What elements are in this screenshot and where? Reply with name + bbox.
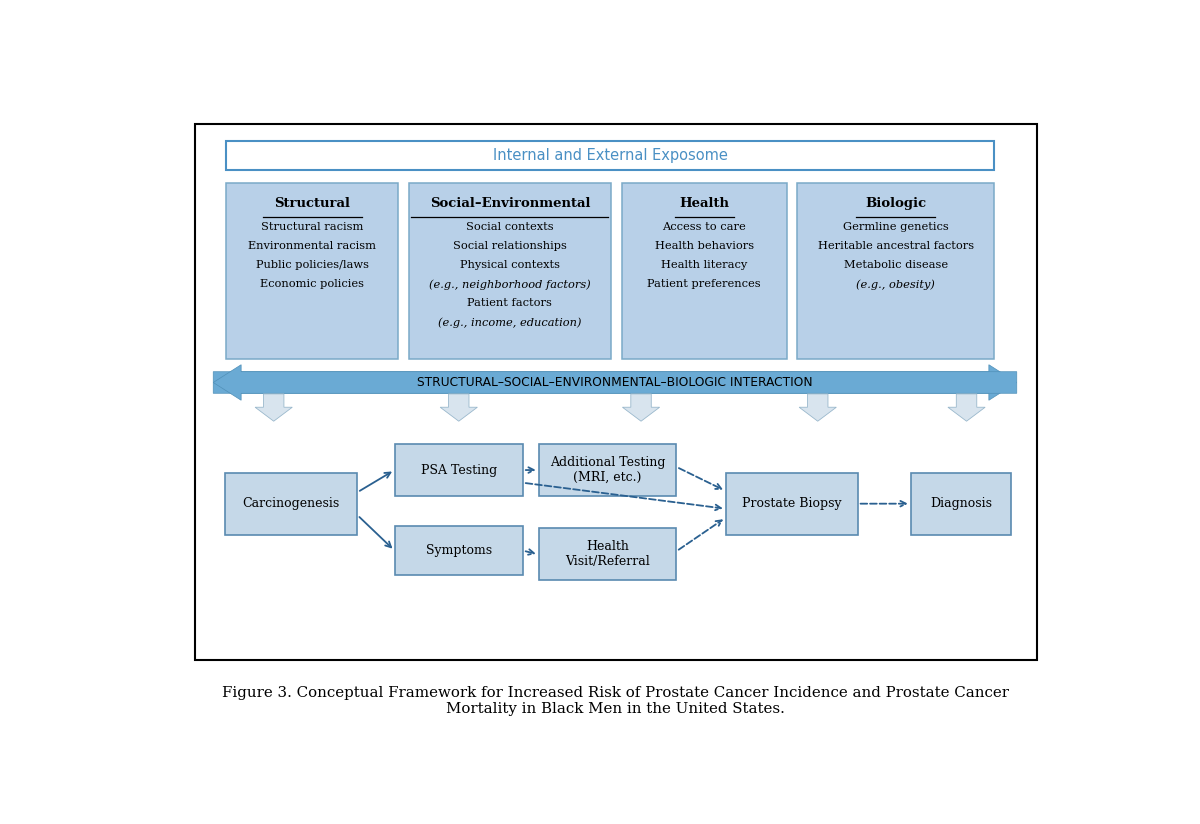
Bar (726, 473, 858, 535)
Text: Public policies/laws: Public policies/laws (256, 260, 368, 270)
Text: Patient preferences: Patient preferences (648, 279, 761, 289)
Text: Health literacy: Health literacy (661, 260, 748, 270)
Text: Metabolic disease: Metabolic disease (844, 260, 948, 270)
FancyArrow shape (214, 365, 1016, 400)
Bar (539, 528, 677, 580)
Bar (194, 124, 1037, 660)
Bar (408, 183, 611, 359)
Text: (e.g., neighborhood factors): (e.g., neighborhood factors) (430, 279, 590, 289)
Text: Economic policies: Economic policies (260, 279, 365, 289)
Text: Access to care: Access to care (662, 222, 746, 232)
Text: Structural: Structural (275, 197, 350, 209)
Text: Symptoms: Symptoms (426, 544, 492, 557)
Text: Physical contexts: Physical contexts (460, 260, 560, 270)
Text: Biologic: Biologic (865, 197, 926, 209)
Text: Prostate Biopsy: Prostate Biopsy (742, 497, 841, 510)
Text: STRUCTURAL–SOCIAL–ENVIRONMENTAL–BIOLOGIC INTERACTION: STRUCTURAL–SOCIAL–ENVIRONMENTAL–BIOLOGIC… (418, 376, 812, 389)
Text: Health behaviors: Health behaviors (655, 241, 754, 251)
Text: Structural racism: Structural racism (262, 222, 364, 232)
Bar (911, 473, 1012, 535)
FancyArrow shape (799, 394, 836, 421)
Text: (e.g., obesity): (e.g., obesity) (857, 279, 935, 289)
FancyArrow shape (623, 394, 660, 421)
Bar (797, 183, 995, 359)
Bar (395, 444, 523, 496)
Text: Health: Health (679, 197, 730, 209)
Bar (227, 183, 398, 359)
FancyArrow shape (440, 394, 478, 421)
Bar (539, 444, 677, 496)
FancyArrow shape (214, 365, 1016, 400)
Text: Diagnosis: Diagnosis (930, 497, 992, 510)
Text: Figure 3. Conceptual Framework for Increased Risk of Prostate Cancer Incidence a: Figure 3. Conceptual Framework for Incre… (222, 686, 1008, 716)
FancyArrow shape (256, 394, 293, 421)
Bar (227, 141, 995, 170)
Text: PSA Testing: PSA Testing (421, 464, 497, 476)
Text: Germline genetics: Germline genetics (842, 222, 949, 232)
Text: Heritable ancestral factors: Heritable ancestral factors (817, 241, 974, 251)
Text: Environmental racism: Environmental racism (248, 241, 377, 251)
Text: Social relationships: Social relationships (452, 241, 566, 251)
Text: Social contexts: Social contexts (466, 222, 553, 232)
Text: Internal and External Exposome: Internal and External Exposome (493, 147, 727, 163)
FancyArrow shape (948, 394, 985, 421)
Text: Patient factors: Patient factors (468, 298, 552, 308)
Text: (e.g., income, education): (e.g., income, education) (438, 317, 582, 328)
Text: Additional Testing
(MRI, etc.): Additional Testing (MRI, etc.) (550, 456, 665, 484)
Text: Social–Environmental: Social–Environmental (430, 197, 590, 209)
Bar (395, 526, 523, 575)
Text: Health
Visit/Referral: Health Visit/Referral (565, 541, 650, 569)
Text: Carcinogenesis: Carcinogenesis (242, 497, 340, 510)
Bar (226, 473, 358, 535)
Bar (622, 183, 787, 359)
